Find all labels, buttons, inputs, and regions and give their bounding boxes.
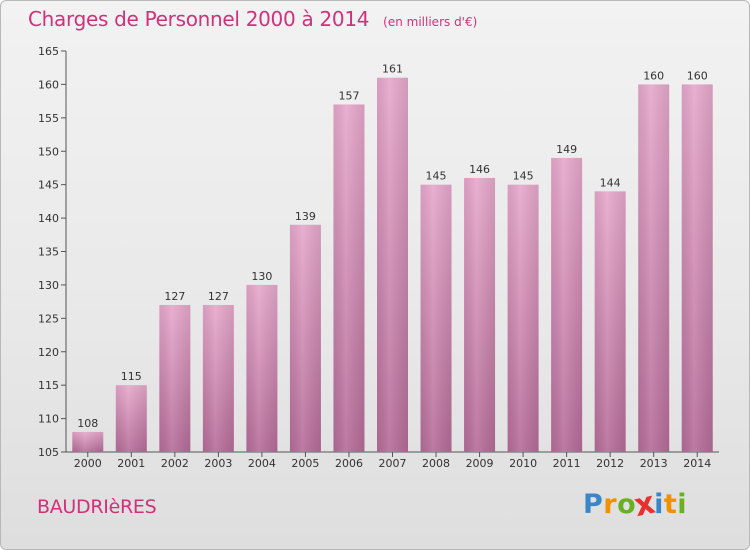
y-tick-label: 150 xyxy=(38,145,59,158)
data-label: 161 xyxy=(382,63,403,76)
bar-shade xyxy=(507,184,539,452)
axes: 105 110 115 120 125 130 135 140 145 150 155 160 165 2… xyxy=(38,45,719,470)
data-label: 130 xyxy=(251,270,272,283)
logo-letter: r xyxy=(603,489,618,520)
data-label: 157 xyxy=(338,89,359,102)
data-label: 145 xyxy=(426,170,447,183)
bar-shade xyxy=(638,84,670,453)
y-tick-label: 120 xyxy=(38,346,59,359)
data-label: 149 xyxy=(556,143,577,156)
x-tick-label: 2006 xyxy=(335,457,363,470)
bar-shade xyxy=(551,157,583,452)
y-tick-label: 130 xyxy=(38,279,59,292)
y-tick-label: 125 xyxy=(38,312,59,325)
y-tick-label: 105 xyxy=(38,446,59,459)
logo-letter: i xyxy=(677,489,688,520)
bar-shade xyxy=(202,304,234,452)
logo-letter: o xyxy=(617,489,637,520)
x-tick-label: 2009 xyxy=(466,457,494,470)
bar-shade xyxy=(289,224,321,452)
y-tick-label: 110 xyxy=(38,413,59,426)
x-tick-label: 2014 xyxy=(683,457,711,470)
y-tick-label: 165 xyxy=(38,45,59,58)
data-label: 146 xyxy=(469,163,490,176)
y-tick-label: 155 xyxy=(38,112,59,125)
bar-shade xyxy=(333,104,365,452)
x-tick-label: 2011 xyxy=(553,457,581,470)
bar-shade xyxy=(246,284,278,452)
x-tick-label: 2004 xyxy=(248,457,276,470)
logo-letter: P xyxy=(583,489,604,520)
y-tick-label: 135 xyxy=(38,246,59,259)
x-tick-label: 2005 xyxy=(291,457,319,470)
data-label: 145 xyxy=(513,170,534,183)
logo-letter: i xyxy=(654,489,664,520)
bar-shade xyxy=(464,177,496,452)
x-tick-label: 2002 xyxy=(161,457,189,470)
place-name: BAUDRIèRES xyxy=(37,496,157,518)
x-tick-label: 2008 xyxy=(422,457,450,470)
y-tick-label: 160 xyxy=(38,78,59,91)
proxiti-logo[interactable]: Proxiti xyxy=(583,485,688,524)
data-label: 139 xyxy=(295,210,316,223)
bar-shade xyxy=(72,431,104,452)
data-label: 108 xyxy=(77,417,98,430)
bar-shade xyxy=(159,304,191,452)
chart-title: Charges de Personnel 2000 à 2014 (en mill… xyxy=(28,7,477,31)
unit-note: (en milliers d'€) xyxy=(383,15,478,29)
bar-shade xyxy=(594,191,626,452)
y-tick-label: 140 xyxy=(38,212,59,225)
data-label: 115 xyxy=(121,370,142,383)
bar-shade xyxy=(377,77,408,452)
data-label: 160 xyxy=(643,69,664,82)
logo-letter: t xyxy=(663,489,678,520)
bar-shade xyxy=(681,84,713,453)
title-text: Charges de Personnel 2000 à 2014 xyxy=(28,7,370,31)
x-tick-label: 2007 xyxy=(379,457,407,470)
x-tick-label: 2003 xyxy=(204,457,232,470)
x-tick-label: 2013 xyxy=(640,457,668,470)
x-tick-label: 2012 xyxy=(596,457,624,470)
x-tick-label: 2000 xyxy=(74,457,102,470)
data-label: 127 xyxy=(164,290,185,303)
data-labels: 108 115 127 127 130 139 157 161 145 146 145 149 144 1… xyxy=(77,63,707,430)
bar-shade xyxy=(420,184,452,452)
x-tick-label: 2001 xyxy=(117,457,145,470)
y-tick-label: 145 xyxy=(38,179,59,192)
data-label: 144 xyxy=(600,176,621,189)
x-tick-label: 2010 xyxy=(509,457,537,470)
data-label: 127 xyxy=(208,290,229,303)
data-label: 160 xyxy=(687,69,708,82)
y-tick-label: 115 xyxy=(38,379,59,392)
bars xyxy=(72,77,713,453)
bar-shade xyxy=(115,385,147,452)
